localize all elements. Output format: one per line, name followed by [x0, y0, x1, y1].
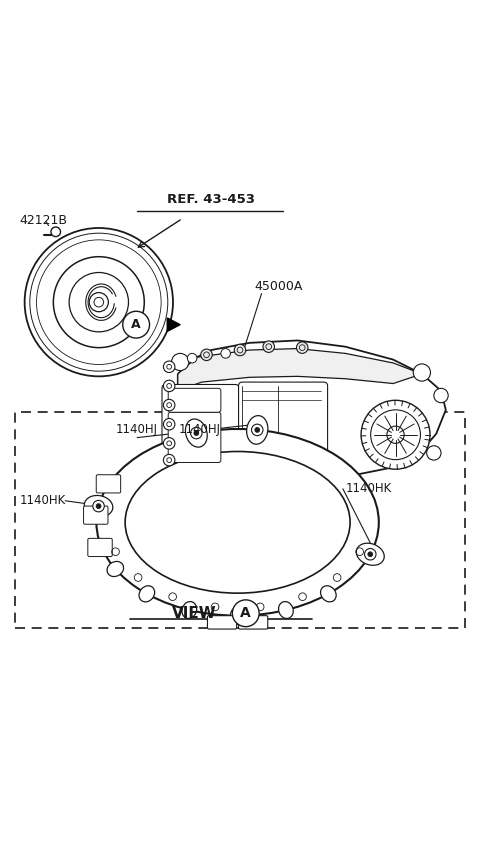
Circle shape	[24, 228, 173, 377]
Ellipse shape	[247, 415, 268, 444]
Circle shape	[263, 341, 275, 353]
Circle shape	[51, 227, 60, 237]
Circle shape	[427, 446, 441, 460]
Circle shape	[252, 424, 263, 436]
Ellipse shape	[125, 451, 350, 593]
Circle shape	[163, 361, 175, 372]
Ellipse shape	[278, 601, 293, 619]
Circle shape	[187, 353, 197, 363]
Circle shape	[171, 353, 189, 371]
Text: 1140HK: 1140HK	[20, 494, 66, 507]
Polygon shape	[167, 318, 180, 331]
Text: VIEW: VIEW	[171, 606, 216, 621]
Circle shape	[69, 273, 129, 332]
Text: A: A	[240, 607, 251, 620]
Circle shape	[163, 438, 175, 449]
FancyBboxPatch shape	[88, 538, 112, 557]
Ellipse shape	[96, 429, 379, 616]
FancyBboxPatch shape	[96, 474, 120, 493]
Circle shape	[163, 419, 175, 430]
Text: 1140HJ: 1140HJ	[116, 423, 158, 436]
Circle shape	[368, 552, 372, 557]
Circle shape	[232, 600, 259, 626]
FancyBboxPatch shape	[168, 389, 221, 412]
Circle shape	[191, 427, 202, 438]
PathPatch shape	[163, 341, 446, 480]
Circle shape	[361, 401, 430, 469]
Text: A: A	[132, 318, 141, 331]
Circle shape	[255, 427, 260, 432]
Ellipse shape	[84, 495, 113, 517]
Text: 1140HK: 1140HK	[345, 482, 392, 495]
FancyBboxPatch shape	[207, 616, 237, 629]
Circle shape	[221, 348, 230, 358]
FancyBboxPatch shape	[239, 382, 327, 474]
FancyBboxPatch shape	[239, 616, 268, 629]
Circle shape	[96, 504, 101, 509]
Text: 42121B: 42121B	[20, 214, 68, 227]
Ellipse shape	[182, 601, 197, 619]
Circle shape	[53, 257, 144, 347]
Circle shape	[163, 399, 175, 411]
Ellipse shape	[356, 543, 384, 565]
Circle shape	[163, 455, 175, 466]
Ellipse shape	[230, 607, 245, 625]
FancyBboxPatch shape	[168, 412, 221, 462]
Ellipse shape	[321, 586, 336, 601]
Circle shape	[94, 298, 104, 307]
Text: 45000A: 45000A	[254, 280, 303, 293]
Circle shape	[234, 344, 246, 356]
Circle shape	[163, 380, 175, 391]
FancyBboxPatch shape	[84, 506, 108, 524]
Circle shape	[123, 311, 150, 338]
Circle shape	[194, 431, 199, 436]
Text: REF. 43-453: REF. 43-453	[168, 193, 255, 207]
Ellipse shape	[107, 561, 124, 577]
Circle shape	[297, 341, 308, 353]
PathPatch shape	[178, 348, 422, 390]
Ellipse shape	[185, 419, 207, 447]
Ellipse shape	[139, 586, 155, 601]
FancyBboxPatch shape	[162, 384, 239, 474]
FancyBboxPatch shape	[15, 412, 465, 627]
Text: 1140HJ: 1140HJ	[178, 423, 220, 436]
Circle shape	[364, 548, 376, 560]
Circle shape	[413, 364, 431, 381]
Circle shape	[89, 293, 108, 311]
Circle shape	[201, 349, 212, 360]
Circle shape	[93, 500, 104, 512]
Circle shape	[434, 389, 448, 402]
